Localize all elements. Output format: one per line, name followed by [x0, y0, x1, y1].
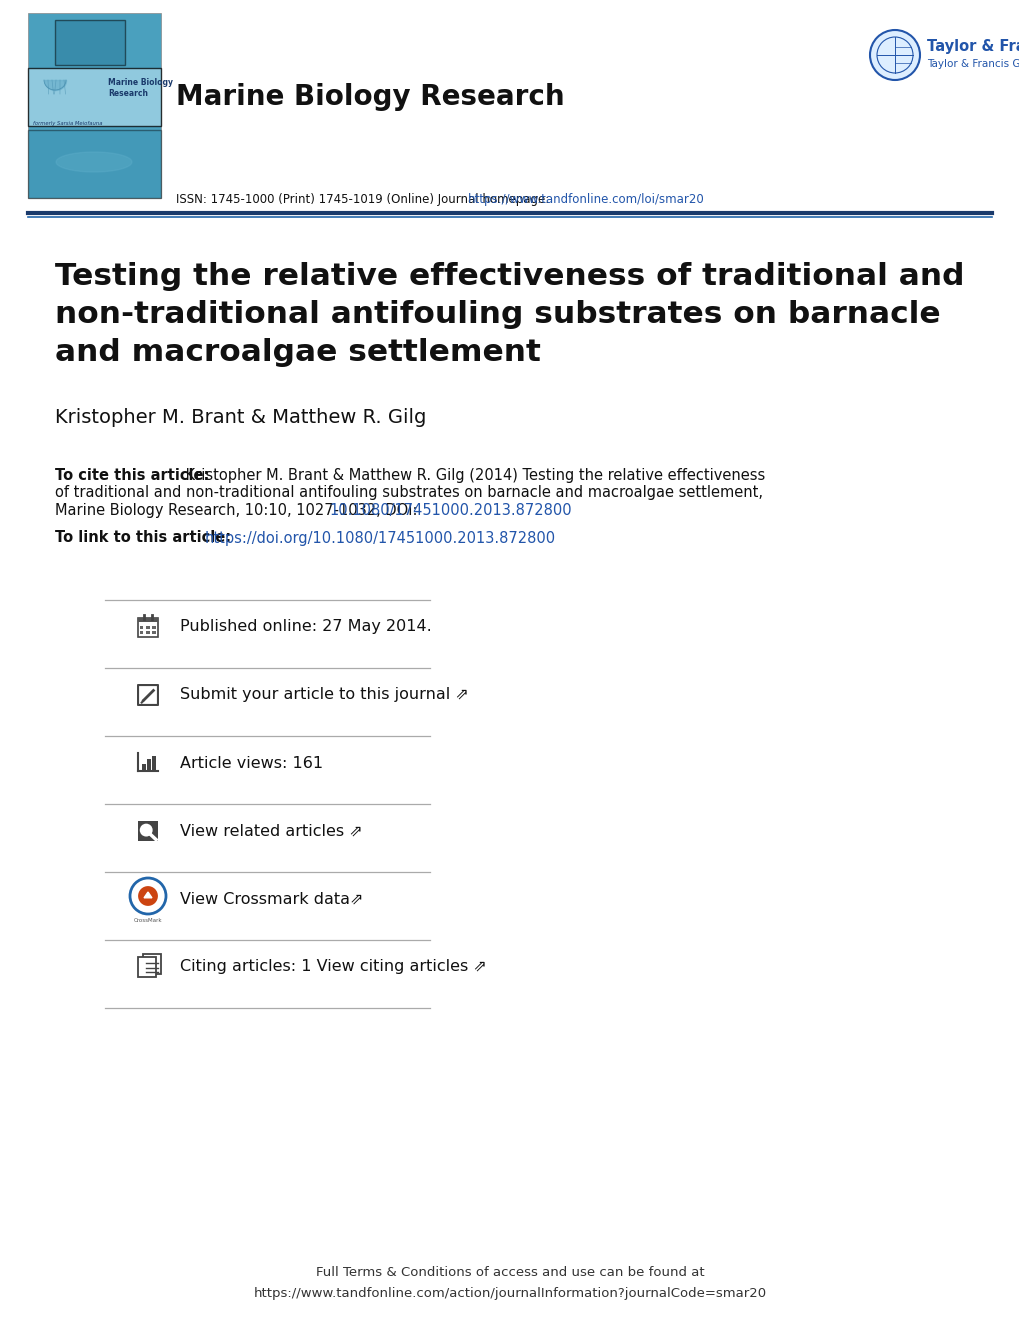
- Polygon shape: [56, 153, 131, 171]
- Bar: [140, 627, 144, 629]
- Text: To link to this article:: To link to this article:: [55, 530, 236, 545]
- Text: https://doi.org/10.1080/17451000.2013.872800: https://doi.org/10.1080/17451000.2013.87…: [205, 530, 555, 545]
- Text: Citing articles: 1 View citing articles ⇗: Citing articles: 1 View citing articles …: [179, 960, 486, 975]
- Text: of traditional and non-traditional antifouling substrates on barnacle and macroa: of traditional and non-traditional antif…: [55, 486, 762, 501]
- Text: ISSN: 1745-1000 (Print) 1745-1019 (Online) Journal homepage:: ISSN: 1745-1000 (Print) 1745-1019 (Onlin…: [176, 194, 552, 206]
- Bar: [153, 755, 156, 771]
- Text: Marine Biology
Research: Marine Biology Research: [108, 78, 173, 98]
- Text: Full Terms & Conditions of access and use can be found at: Full Terms & Conditions of access and us…: [315, 1265, 704, 1279]
- Text: CrossMark: CrossMark: [133, 919, 162, 924]
- Text: 10.1080/17451000.2013.872800: 10.1080/17451000.2013.872800: [329, 503, 572, 518]
- Text: Kristopher M. Brant & Matthew R. Gilg (2014) Testing the relative effectiveness: Kristopher M. Brant & Matthew R. Gilg (2…: [180, 469, 764, 483]
- Bar: [153, 627, 156, 629]
- Text: Article views: 161: Article views: 161: [179, 755, 323, 770]
- Text: and macroalgae settlement: and macroalgae settlement: [55, 337, 540, 367]
- Bar: [138, 619, 158, 621]
- Text: https://www.tandfonline.com/action/journalInformation?journalCode=smar20: https://www.tandfonline.com/action/journ…: [253, 1288, 766, 1300]
- Text: Submit your article to this journal ⇗: Submit your article to this journal ⇗: [179, 687, 469, 703]
- Text: Testing the relative effectiveness of traditional and: Testing the relative effectiveness of tr…: [55, 262, 964, 291]
- Text: View related articles ⇗: View related articles ⇗: [179, 823, 363, 838]
- Text: https://www.tandfonline.com/loi/smar20: https://www.tandfonline.com/loi/smar20: [467, 194, 704, 206]
- FancyBboxPatch shape: [28, 68, 161, 126]
- Text: Published online: 27 May 2014.: Published online: 27 May 2014.: [179, 620, 431, 635]
- FancyBboxPatch shape: [28, 130, 161, 198]
- Text: Taylor & Francis: Taylor & Francis: [926, 39, 1019, 55]
- Bar: [146, 627, 150, 629]
- Text: To cite this article:: To cite this article:: [55, 469, 209, 483]
- Circle shape: [141, 825, 152, 836]
- Bar: [146, 631, 150, 635]
- Text: Marine Biology Research: Marine Biology Research: [176, 83, 565, 111]
- FancyBboxPatch shape: [138, 957, 156, 977]
- Text: non-traditional antifouling substrates on barnacle: non-traditional antifouling substrates o…: [55, 300, 940, 329]
- Bar: [140, 631, 144, 635]
- FancyBboxPatch shape: [138, 619, 158, 637]
- FancyBboxPatch shape: [138, 686, 158, 704]
- Bar: [142, 765, 146, 771]
- Text: View Crossmark data⇗: View Crossmark data⇗: [179, 892, 363, 907]
- Circle shape: [138, 886, 158, 907]
- Bar: [138, 821, 158, 841]
- Text: Marine Biology Research, 10:10, 1027-1032, DOI:: Marine Biology Research, 10:10, 1027-103…: [55, 503, 422, 518]
- FancyBboxPatch shape: [55, 20, 125, 66]
- Text: formerly Sarsia Meiofauna: formerly Sarsia Meiofauna: [34, 121, 103, 126]
- Bar: [147, 759, 151, 771]
- Bar: [153, 631, 156, 635]
- Text: Kristopher M. Brant & Matthew R. Gilg: Kristopher M. Brant & Matthew R. Gilg: [55, 408, 426, 427]
- Circle shape: [869, 29, 919, 80]
- FancyBboxPatch shape: [28, 13, 161, 198]
- FancyBboxPatch shape: [143, 955, 160, 975]
- Circle shape: [129, 878, 166, 915]
- Text: Taylor & Francis Group: Taylor & Francis Group: [926, 59, 1019, 70]
- Polygon shape: [144, 892, 152, 898]
